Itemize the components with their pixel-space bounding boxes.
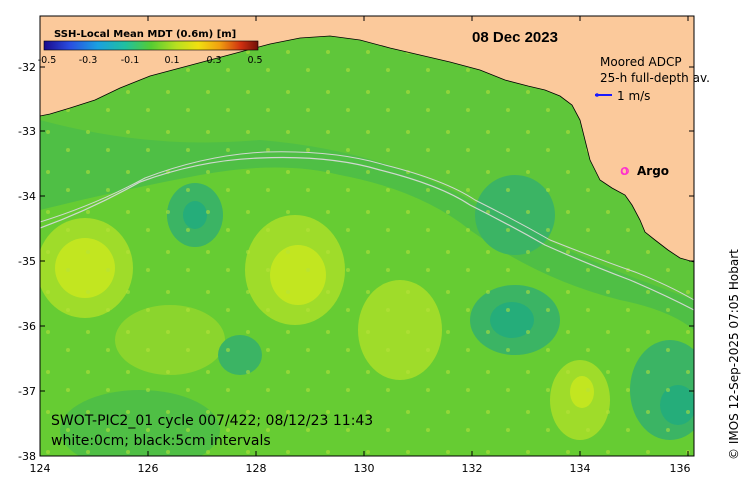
adcp-legend-title: Moored ADCP (600, 55, 682, 69)
plot-frame (39, 15, 695, 457)
shelf-contour (40, 156, 694, 311)
y-tick-label: -35 (18, 255, 36, 268)
adcp-legend-subtitle: 25-h full-depth av. (600, 71, 710, 85)
adcp-scale-label: 1 m/s (617, 89, 650, 103)
y-tick-label: -33 (18, 125, 36, 138)
colorbar-title: SSH-Local Mean MDT (0.6m) [m] (54, 29, 236, 40)
colorbar-tick: -0.3 (79, 55, 98, 66)
y-tick-label: -37 (18, 385, 36, 398)
colorbar-gradient (43, 40, 259, 51)
imos-credit: © IMOS 12-Sep-2025 07:05 Hobart (727, 249, 741, 460)
y-axis: -32 -33 -34 -35 -36 -37 -38 (18, 61, 694, 463)
y-tick-label: -34 (18, 190, 36, 203)
y-tick-label: -38 (18, 450, 36, 463)
x-tick-label: 136 (670, 462, 691, 475)
argo-legend-marker: o (620, 164, 628, 179)
y-tick-label: -36 (18, 320, 36, 333)
x-axis: 124 126 128 130 132 134 136 (30, 16, 691, 475)
colorbar-tick: 0.1 (164, 55, 179, 66)
colorbar-tick: -0.5 (38, 55, 57, 66)
x-tick-label: 128 (246, 462, 267, 475)
contour-interval-info: white:0cm; black:5cm intervals (51, 433, 271, 449)
x-tick-label: 130 (354, 462, 375, 475)
colorbar-tick: 0.5 (247, 55, 262, 66)
x-tick-label: 134 (570, 462, 591, 475)
argo-legend: o Argo (620, 164, 669, 179)
colorbar-tick: 0.3 (206, 55, 221, 66)
y-tick-label: -32 (18, 61, 36, 74)
x-tick-label: 132 (462, 462, 483, 475)
adcp-legend: Moored ADCP 25-h full-depth av. 1 m/s (595, 55, 710, 103)
map-date: 08 Dec 2023 (472, 29, 558, 46)
swot-pass-info: SWOT-PIC2_01 cycle 007/422; 08/12/23 11:… (51, 413, 373, 429)
x-tick-label: 124 (30, 462, 51, 475)
x-tick-label: 126 (138, 462, 159, 475)
plot-area (40, 16, 694, 456)
colorbar-tick: -0.1 (121, 55, 140, 66)
argo-legend-label: Argo (637, 164, 669, 178)
colorbar: SSH-Local Mean MDT (0.6m) [m] -0.5 -0.3 … (38, 29, 263, 66)
argo-float-marker (621, 167, 629, 175)
land-australia (40, 16, 694, 263)
